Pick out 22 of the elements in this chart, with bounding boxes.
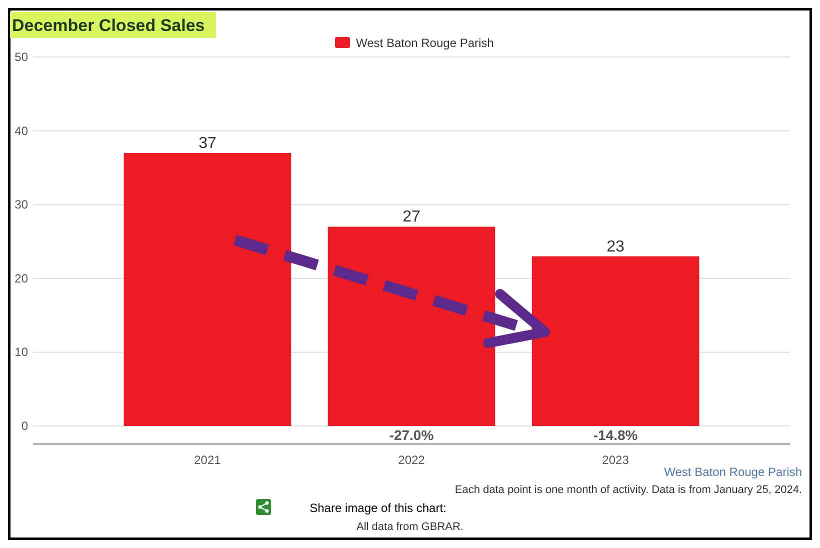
- data-label: 27: [402, 208, 420, 226]
- x-tick-label: 2023: [602, 453, 630, 467]
- text: West Baton Rouge Parish: [664, 465, 802, 479]
- text: Share image of this chart:: [310, 501, 446, 515]
- data-label: 37: [198, 134, 216, 152]
- text: Each data point is one month of activity. Data is from January 25, 2024.: [454, 484, 802, 496]
- x-tick-label: 2021: [194, 453, 222, 467]
- y-tick-label: 30: [14, 198, 28, 212]
- y-tick-label: 50: [14, 50, 28, 64]
- y-tick-label: 40: [14, 124, 28, 138]
- bar: [124, 152, 292, 426]
- text: All data from GBRAR.: [356, 521, 464, 533]
- text: -27.0%: [389, 427, 434, 443]
- y-tick-label: 20: [14, 271, 28, 286]
- bar: [532, 256, 700, 426]
- x-tick-label: 2022: [398, 453, 426, 467]
- chart-title: December Closed Sales: [12, 16, 205, 35]
- legend-label: West Baton Rouge Parish: [356, 36, 494, 50]
- y-tick-label: 0: [21, 419, 28, 433]
- text: -14.8%: [593, 427, 638, 443]
- data-label: 23: [606, 238, 625, 256]
- y-tick-label: 10: [14, 345, 28, 360]
